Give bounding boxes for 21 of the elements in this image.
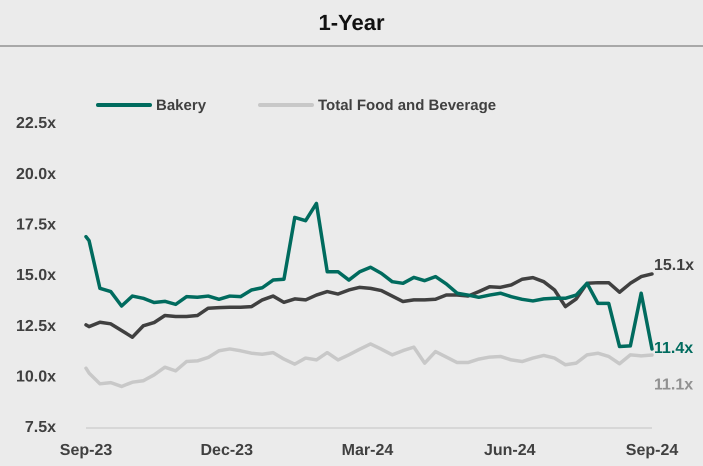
y-tick-label: 22.5x [16,115,56,132]
x-tick-label: Sep-24 [626,442,678,460]
y-tick-label: 7.5x [24,419,56,436]
data-label: 15.1x [654,257,694,274]
y-tick-label: 20.0x [16,166,56,183]
x-tick-label: Sep-23 [60,442,112,460]
y-tick-label: 15.0x [16,267,56,284]
x-tick-label: Mar-24 [342,442,394,460]
y-tick-label: 10.0x [16,368,56,386]
line-series [84,342,654,388]
line-series [84,272,654,339]
legend-label: Total Food and Beverage [318,96,496,114]
legend-label: Bakery [156,96,207,114]
y-tick-label: 12.5x [16,318,56,335]
data-label: 11.4x [654,340,694,358]
line-series [84,202,654,351]
chart-title: 1-Year [318,10,385,35]
x-tick-label: Jun-24 [484,442,536,460]
x-tick-label: Dec-23 [200,442,254,460]
data-label: 11.1x [654,376,694,394]
y-tick-label: 17.5x [16,216,56,234]
